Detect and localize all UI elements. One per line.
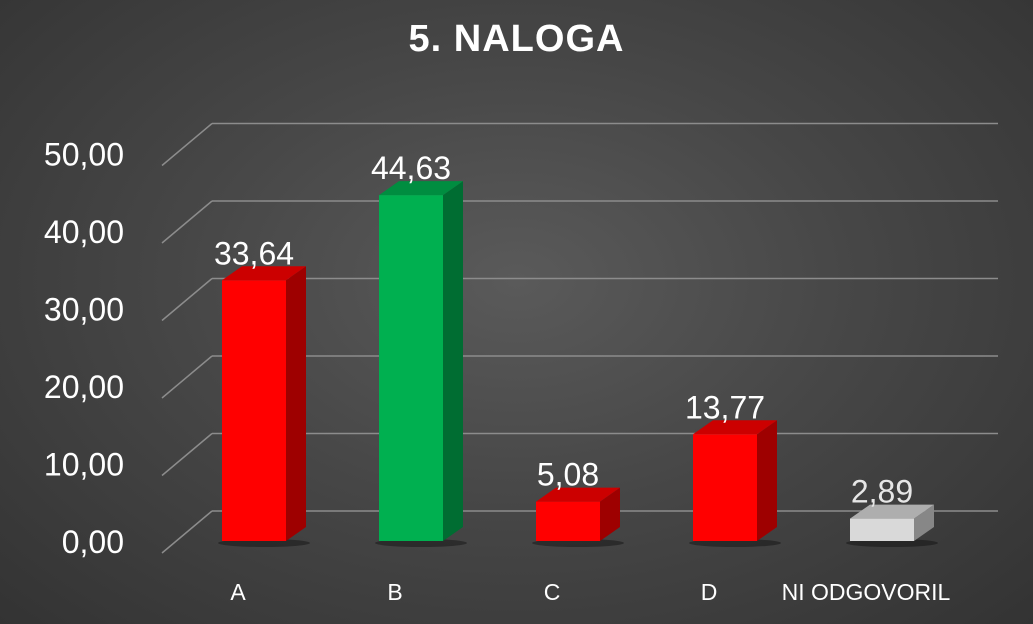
bar [693, 434, 757, 541]
gridline-diagonal [161, 277, 213, 322]
x-tick-label: C [544, 579, 561, 605]
bar-top [850, 504, 934, 519]
bar-side [286, 266, 306, 541]
gridline-diagonal [161, 355, 213, 399]
data-label: 33,64 [214, 235, 294, 271]
bar-top [693, 420, 777, 435]
y-tick-label: 30,00 [44, 292, 124, 328]
bar-side [757, 420, 777, 541]
data-label: 44,63 [371, 150, 451, 186]
data-label: 13,77 [685, 389, 765, 425]
bar-side [600, 487, 620, 541]
bar-top [379, 181, 463, 196]
bar-top [222, 266, 306, 281]
bar [536, 501, 600, 541]
y-tick-label: 10,00 [44, 447, 124, 483]
y-tick-label: 0,00 [62, 524, 124, 560]
gridline-diagonal [161, 122, 213, 167]
y-tick-label: 50,00 [44, 137, 124, 173]
data-label: 5,08 [537, 457, 599, 493]
bar [850, 518, 914, 541]
x-tick-label: A [230, 579, 246, 605]
x-tick-label: D [701, 579, 718, 605]
data-label: 2,89 [851, 474, 913, 510]
bar-side [914, 504, 934, 541]
bar-top [536, 487, 620, 502]
gridline-diagonal [161, 510, 213, 554]
x-tick-label: NI ODGOVORIL [782, 579, 951, 605]
bar-side [443, 181, 463, 541]
bar [379, 195, 443, 541]
bar [222, 280, 286, 541]
gridline-diagonal [161, 200, 213, 244]
y-tick-label: 40,00 [44, 214, 124, 250]
x-tick-label: B [387, 579, 402, 605]
y-tick-label: 20,00 [44, 369, 124, 405]
chart-title: 5. NALOGA [408, 18, 625, 60]
gridline-diagonal [161, 432, 213, 477]
